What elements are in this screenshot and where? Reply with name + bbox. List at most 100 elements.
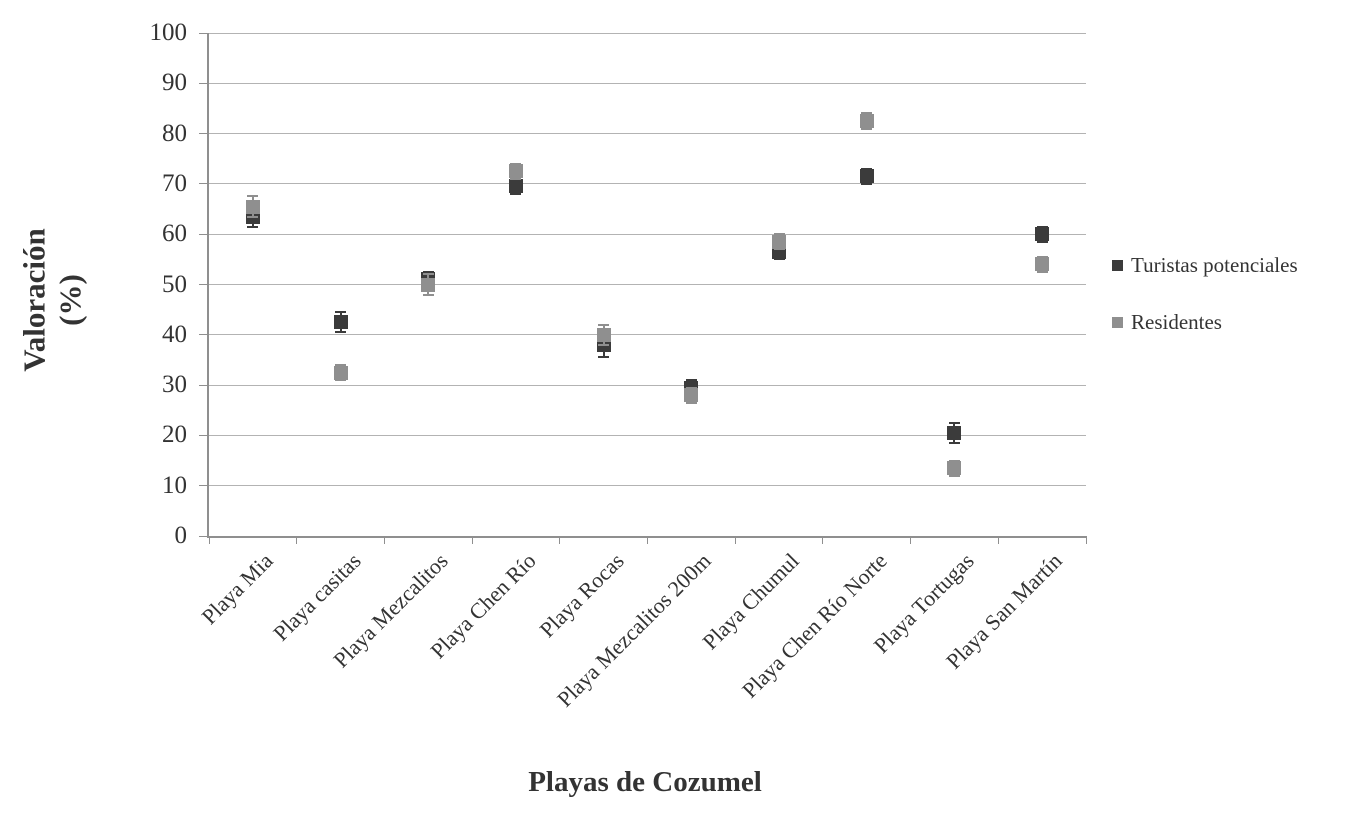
y-gridline (209, 82, 1086, 84)
x-tick-mark (822, 536, 824, 544)
error-bar-cap-top-turistas (948, 421, 960, 424)
plot-area: 0 10 20 30 40 50 60 70 80 90 100 Playa Mia Playa cas… (150, 19, 1087, 712)
error-bar-cap-bottom-residentes (422, 293, 434, 296)
data-point-turistas (859, 169, 874, 184)
y-tick-mark (199, 434, 208, 436)
legend-square-marker-turistas (1112, 260, 1123, 271)
data-point-residentes (333, 365, 348, 380)
x-tick-mark (647, 536, 648, 544)
y-tick-label: 70 (162, 169, 187, 197)
y-gridline (209, 434, 1086, 436)
y-axis-title: Valoración (%) (16, 228, 87, 372)
data-point-residentes (596, 327, 611, 342)
y-gridline (209, 233, 1086, 235)
error-bar-cap-top-residentes (510, 162, 522, 165)
x-category-label: Playa Rocas (534, 548, 629, 643)
error-bar-cap-bottom-turistas (510, 192, 522, 195)
error-bar-cap-bottom-residentes (598, 343, 610, 346)
data-point-turistas (333, 315, 348, 330)
error-bar-cap-top-residentes (1036, 255, 1048, 258)
error-bar-cap-top-residentes (685, 386, 697, 389)
x-tick-mark (910, 536, 912, 544)
y-tick-mark (199, 384, 208, 386)
error-bar-cap-top-residentes (861, 112, 873, 115)
y-tick-mark (199, 82, 208, 84)
x-tick-mark (1085, 536, 1087, 544)
error-bar-cap-bottom-residentes (773, 248, 785, 251)
y-gridline (209, 284, 1086, 285)
y-tick-mark (199, 233, 208, 235)
y-tick-label: 80 (162, 119, 187, 147)
x-tick-mark (997, 536, 999, 544)
error-bar-cap-top-turistas (685, 379, 697, 382)
y-axis-title-line2: (%) (52, 274, 87, 326)
legend-label-residentes: Residentes (1131, 310, 1222, 334)
y-tick-label: 20 (162, 421, 187, 449)
data-point-residentes (421, 277, 436, 292)
error-bar-cap-bottom-turistas (861, 182, 873, 185)
error-bar-cap-top-residentes (948, 459, 960, 462)
legend-label-turistas: Turistas potenciales (1131, 253, 1298, 277)
y-gridline (209, 133, 1086, 135)
legend: Turistas potenciales Residentes (1112, 253, 1298, 335)
data-point-residentes (772, 234, 787, 249)
y-tick-mark (199, 334, 208, 336)
error-bar-cap-top-residentes (598, 323, 610, 326)
legend-item-turistas-potenciales: Turistas potenciales (1112, 253, 1298, 278)
error-bar-cap-bottom-turistas (1036, 240, 1048, 243)
error-bar-cap-bottom-residentes (510, 177, 522, 180)
error-bar-cap-top-residentes (422, 273, 434, 276)
x-category-label: Playa Chen Río Norte (736, 548, 892, 703)
error-bar-cap-bottom-turistas (598, 356, 610, 359)
data-point-turistas (508, 179, 523, 194)
error-bar-cap-bottom-turistas (247, 225, 259, 228)
y-tick-mark (199, 485, 208, 487)
data-point-residentes (508, 164, 523, 179)
data-point-residentes (245, 199, 260, 214)
data-point-turistas (1035, 227, 1050, 242)
y-tick-mark (199, 284, 208, 285)
error-bar-cap-top-turistas (335, 311, 347, 314)
y-gridline (209, 334, 1086, 336)
error-bar-cap-top-turistas (422, 270, 434, 273)
error-bar-cap-top-residentes (247, 195, 259, 198)
y-axis-title-line1: Valoración (16, 228, 52, 372)
y-gridline (209, 32, 1086, 34)
x-tick-mark (208, 536, 210, 544)
y-tick-mark (199, 32, 208, 34)
x-axis-title: Playas de Cozumel (528, 766, 762, 798)
x-tick-mark (383, 536, 385, 544)
error-bar-cap-bottom-residentes (948, 474, 960, 477)
error-bar-cap-top-residentes (773, 233, 785, 236)
y-tick-label: 0 (174, 522, 188, 549)
error-bar-cap-bottom-residentes (335, 379, 347, 382)
y-tick-mark (199, 535, 208, 537)
data-point-residentes (1035, 257, 1050, 272)
error-bar-cap-bottom-residentes (685, 401, 697, 404)
error-bar-cap-top-turistas (1036, 225, 1048, 228)
y-gridline (209, 485, 1086, 487)
data-point-residentes (947, 461, 962, 476)
x-category-label: Playa Mia (196, 548, 278, 630)
data-point-residentes (684, 388, 699, 403)
error-bar-cap-bottom-residentes (1036, 270, 1048, 273)
x-tick-mark (734, 536, 736, 544)
data-point-residentes (859, 114, 874, 129)
y-tick-label: 50 (162, 270, 187, 298)
error-bar-cap-bottom-residentes (247, 215, 259, 218)
legend-item-residentes: Residentes (1112, 310, 1298, 335)
x-tick-mark (296, 536, 298, 544)
error-bar-cap-top-residentes (335, 363, 347, 366)
y-tick-label: 30 (162, 371, 187, 399)
y-tick-label: 10 (162, 471, 187, 499)
y-gridline (209, 183, 1086, 185)
y-tick-label: 40 (162, 320, 187, 348)
y-gridline (209, 384, 1086, 386)
legend-square-marker-residentes (1112, 317, 1123, 328)
error-bar-cap-bottom-residentes (861, 127, 873, 130)
y-tick-mark (199, 183, 208, 185)
y-tick-label: 90 (162, 69, 187, 97)
error-bar-cap-top-turistas (861, 167, 873, 170)
x-tick-mark (559, 536, 561, 544)
